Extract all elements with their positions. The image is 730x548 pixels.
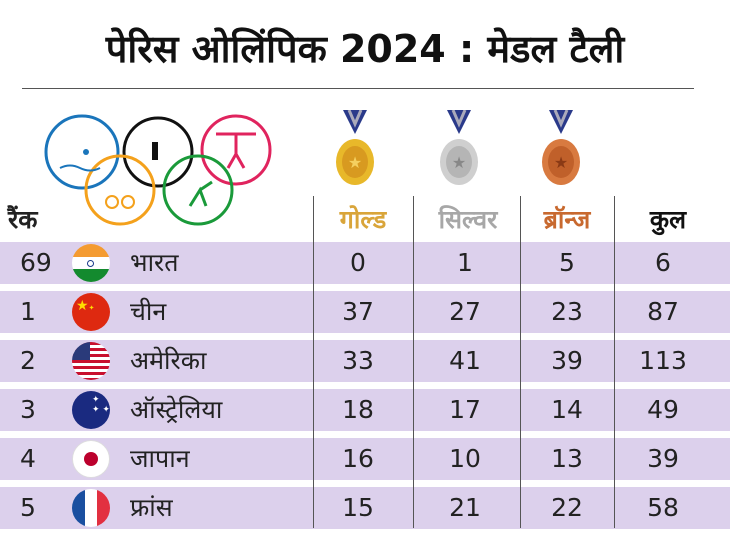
silver-count: 10 bbox=[449, 444, 481, 473]
olympic-rings-sports-icon bbox=[44, 114, 272, 226]
bronze-count: 14 bbox=[551, 395, 583, 424]
silver-count: 17 bbox=[449, 395, 481, 424]
svg-text:★: ★ bbox=[348, 153, 362, 172]
header-total: कुल bbox=[649, 205, 687, 234]
bronze-count: 5 bbox=[559, 248, 575, 277]
total-count: 87 bbox=[647, 297, 679, 326]
flag-india-icon bbox=[72, 244, 110, 282]
table-row: 4 जापान 16 10 13 39 bbox=[0, 438, 730, 480]
gold-count: 0 bbox=[350, 248, 366, 277]
gold-count: 18 bbox=[342, 395, 374, 424]
bronze-count: 22 bbox=[551, 493, 583, 522]
svg-text:★: ★ bbox=[554, 153, 568, 172]
table-row: 3 ✦ ✦ ✦ ऑस्ट्रेलिया 18 17 14 49 bbox=[0, 389, 730, 431]
header-rank: रैंक bbox=[8, 205, 38, 234]
table-row: 1 ★✦ चीन 37 27 23 87 bbox=[0, 291, 730, 333]
title-divider bbox=[22, 88, 694, 89]
total-count: 39 bbox=[647, 444, 679, 473]
column-divider bbox=[614, 196, 615, 528]
bronze-count: 23 bbox=[551, 297, 583, 326]
svg-text:★: ★ bbox=[452, 153, 466, 172]
gold-count: 15 bbox=[342, 493, 374, 522]
country-name: भारत bbox=[130, 248, 179, 277]
country-name: ऑस्ट्रेलिया bbox=[130, 395, 223, 424]
country-name: अमेरिका bbox=[130, 346, 207, 375]
silver-count: 21 bbox=[449, 493, 481, 522]
country-name: फ्रांस bbox=[130, 493, 173, 522]
bronze-count: 13 bbox=[551, 444, 583, 473]
gold-count: 33 bbox=[342, 346, 374, 375]
column-divider bbox=[520, 196, 521, 528]
rank: 5 bbox=[20, 493, 36, 522]
silver-medal-icon: ★ bbox=[440, 110, 478, 185]
header-silver: सिल्वर bbox=[438, 205, 498, 234]
bronze-medal-icon: ★ bbox=[542, 110, 580, 185]
column-divider bbox=[313, 196, 314, 528]
rank: 4 bbox=[20, 444, 36, 473]
flag-china-icon: ★✦ bbox=[72, 293, 110, 331]
total-count: 113 bbox=[639, 346, 687, 375]
silver-count: 1 bbox=[457, 248, 473, 277]
bronze-count: 39 bbox=[551, 346, 583, 375]
column-divider bbox=[413, 196, 414, 528]
table-row: 69 भारत 0 1 5 6 bbox=[0, 242, 730, 284]
page-title: पेरिस ओलिंपिक 2024 : मेडल टैली bbox=[105, 27, 625, 71]
table-row: 2 अमेरिका 33 41 39 113 bbox=[0, 340, 730, 382]
country-name: चीन bbox=[130, 297, 167, 326]
flag-usa-icon bbox=[72, 342, 110, 380]
country-name: जापान bbox=[130, 444, 190, 473]
gold-medal-icon: ★ bbox=[336, 110, 374, 185]
gold-count: 16 bbox=[342, 444, 374, 473]
total-count: 49 bbox=[647, 395, 679, 424]
header-bronze: ब्रॉन्ज bbox=[543, 205, 591, 234]
flag-france-icon bbox=[72, 489, 110, 527]
total-count: 6 bbox=[655, 248, 671, 277]
flag-australia-icon: ✦ ✦ ✦ bbox=[72, 391, 110, 429]
rank: 69 bbox=[20, 248, 52, 277]
table-row: 5 फ्रांस 15 21 22 58 bbox=[0, 487, 730, 529]
gold-count: 37 bbox=[342, 297, 374, 326]
rank: 1 bbox=[20, 297, 36, 326]
silver-count: 27 bbox=[449, 297, 481, 326]
flag-japan-icon bbox=[72, 440, 110, 478]
total-count: 58 bbox=[647, 493, 679, 522]
silver-count: 41 bbox=[449, 346, 481, 375]
rank: 2 bbox=[20, 346, 36, 375]
header-gold: गोल्ड bbox=[339, 205, 387, 234]
rank: 3 bbox=[20, 395, 36, 424]
